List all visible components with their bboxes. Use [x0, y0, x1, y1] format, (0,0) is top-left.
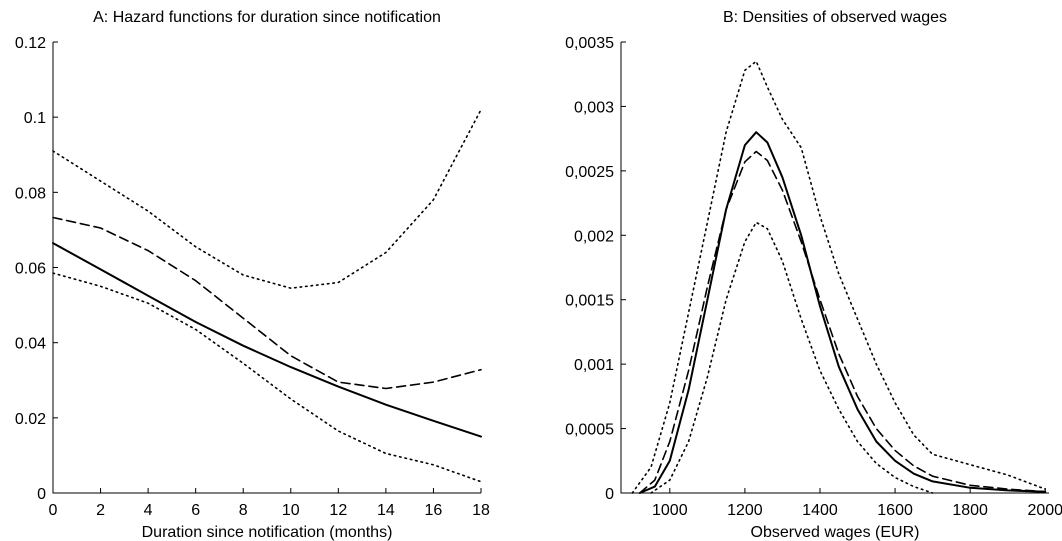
chart-a-series-dashed-line	[52, 216, 482, 390]
chart-a-x-tick-label: 2	[96, 502, 105, 519]
chart-a-x-tick-label: 14	[377, 502, 395, 519]
chart-b-x-axis-label: Observed wages (EUR)	[751, 524, 920, 541]
chart-a-y-tick-label: 0.02	[15, 411, 46, 428]
chart-b-y-tick-label: 0,002	[574, 228, 614, 245]
chart-a-series-dotted-line	[52, 108, 482, 290]
chart-b-y-tick-label: 0,0015	[565, 293, 614, 310]
chart-a-series-solid-line	[52, 242, 482, 438]
chart-b-y-tick-label: 0,0035	[565, 35, 614, 52]
chart-a-axes	[52, 42, 481, 494]
chart-b-series-solid-line	[638, 131, 1047, 494]
chart-a-y-tick-label: 0.04	[15, 336, 46, 353]
chart-a-y-tick-label: 0.1	[24, 110, 46, 127]
chart-b-x-tick-label: 1000	[652, 502, 688, 519]
chart-a-y-tick-label: 0	[37, 486, 46, 503]
chart-b-series-dotted-line	[650, 221, 934, 494]
chart-b-series-dotted-line	[631, 60, 1046, 494]
chart-a-x-tick-label: 4	[144, 502, 153, 519]
chart-a-x-tick-label: 12	[329, 502, 347, 519]
chart-b-series-dashed-line	[638, 150, 1046, 494]
chart-b-y-tick-label: 0,003	[574, 99, 614, 116]
chart-b-x-tick-label: 1600	[877, 502, 913, 519]
chart-a-x-tick-label: 18	[472, 502, 490, 519]
chart-b-y-tick-label: 0	[605, 486, 614, 503]
chart-b-x-tick-label: 1800	[952, 502, 988, 519]
chart-a-x-tick-label: 8	[239, 502, 248, 519]
chart-a-series-dotted-line	[52, 272, 482, 483]
chart-a-y-tick-label: 0.06	[15, 261, 46, 278]
chart-b-x-tick-label: 1200	[727, 502, 763, 519]
chart-a-y-tick-label: 0.08	[15, 185, 46, 202]
chart-b-x-tick-label: 2000	[1027, 502, 1062, 519]
chart-b-y-tick-label: 0,0025	[565, 164, 614, 181]
chart-b-x-tick-label: 1400	[802, 502, 838, 519]
chart-a-y-tick-label: 0.12	[15, 35, 46, 52]
chart-a-x-tick-label: 0	[49, 502, 58, 519]
chart-b-y-tick-label: 0,0005	[565, 422, 614, 439]
chart-a-x-tick-label: 6	[191, 502, 200, 519]
chart-a-title: A: Hazard functions for duration since n…	[93, 9, 441, 26]
chart-b-axes	[620, 42, 1049, 494]
chart-b-plot: 0 0,0005 0,001 0,0015 0,002 0,0025 0,003 0,0035…	[565, 35, 1062, 519]
chart-a-plot: 0 0.02 0.04 0.06 0.08 0.1 0.12 0 2 4 6 8 10 12 14 16 18	[15, 35, 490, 519]
chart-a-x-tick-label: 10	[282, 502, 300, 519]
chart-b-title: B: Densities of observed wages	[723, 9, 947, 26]
chart-a-x-axis-label: Duration since notification (months)	[142, 524, 393, 541]
chart-a-x-tick-label: 16	[425, 502, 443, 519]
chart-b-y-tick-label: 0,001	[574, 357, 614, 374]
